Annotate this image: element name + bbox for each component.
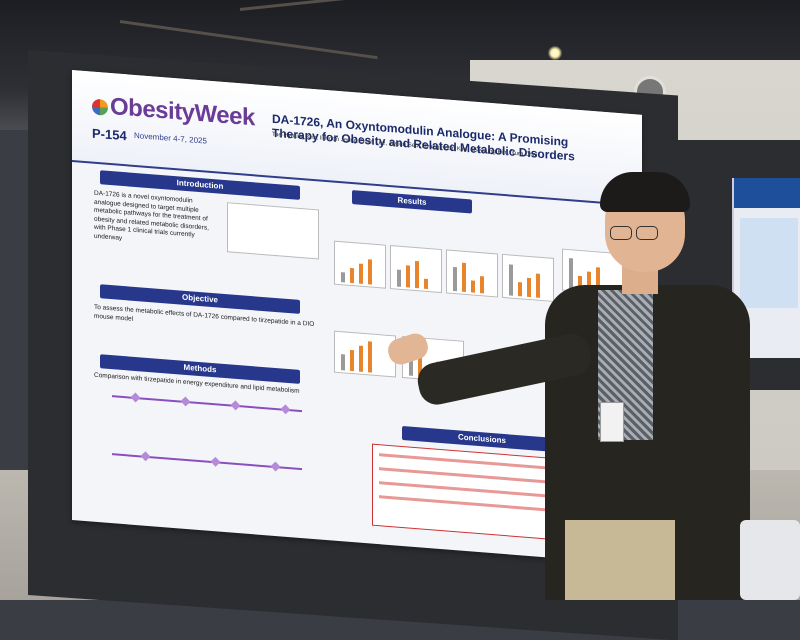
chart-bar <box>518 282 522 297</box>
results-chart <box>334 240 386 289</box>
glasses-lens <box>610 226 632 240</box>
chart-bar <box>341 354 345 371</box>
poster-id: P-154 <box>92 125 127 144</box>
name-badge <box>600 402 624 442</box>
chair <box>740 520 800 600</box>
adjacent-poster <box>732 178 800 358</box>
chart-bar <box>527 277 531 298</box>
glasses-lens <box>636 226 658 240</box>
timeline-marker <box>140 451 151 462</box>
chart-bar <box>536 273 540 298</box>
ceiling-light <box>548 46 562 60</box>
timeline-marker <box>210 456 221 467</box>
ceiling-truss <box>239 0 539 11</box>
timeline-marker <box>270 461 281 472</box>
chart-bar <box>359 345 363 372</box>
intro-text: DA-1726 is a novel oxyntomodulin analogu… <box>94 189 209 242</box>
results-chart <box>334 330 396 378</box>
chart-bar <box>406 265 410 288</box>
presenter-hair <box>600 172 690 212</box>
timeline-marker <box>180 396 191 407</box>
chart-bar <box>359 263 363 284</box>
timeline-marker <box>280 404 291 415</box>
chart-bar <box>509 264 513 296</box>
glasses-icon <box>610 226 662 240</box>
chart-bar <box>471 280 475 293</box>
results-chart <box>446 249 498 298</box>
adjacent-poster-panel <box>740 218 798 308</box>
chart-bar <box>397 269 401 287</box>
chart-bar <box>350 349 354 372</box>
presenter-pants <box>565 520 675 600</box>
logo-icon <box>92 98 108 116</box>
chart-bar <box>480 276 484 294</box>
timeline-marker <box>130 392 141 403</box>
ceiling-truss <box>119 20 378 60</box>
results-chart <box>502 253 554 302</box>
chart-bar <box>341 272 345 283</box>
chart-bar <box>368 259 372 285</box>
chart-bar <box>569 258 573 289</box>
chart-bar <box>350 267 354 284</box>
chart-bar <box>415 260 419 289</box>
chart-bar <box>368 341 372 373</box>
chart-bar <box>453 266 457 292</box>
brand-logo: ObesityWeek <box>92 92 255 133</box>
chart-bar <box>424 278 428 290</box>
conference-dates: November 4-7, 2025 <box>134 130 207 146</box>
intro-figure <box>227 202 319 260</box>
brand-name: ObesityWeek <box>110 92 255 132</box>
adjacent-poster-header <box>734 178 800 208</box>
chart-bar <box>462 262 466 293</box>
timeline-marker <box>230 400 241 411</box>
results-chart <box>390 245 442 294</box>
section-results: Results <box>352 190 472 214</box>
